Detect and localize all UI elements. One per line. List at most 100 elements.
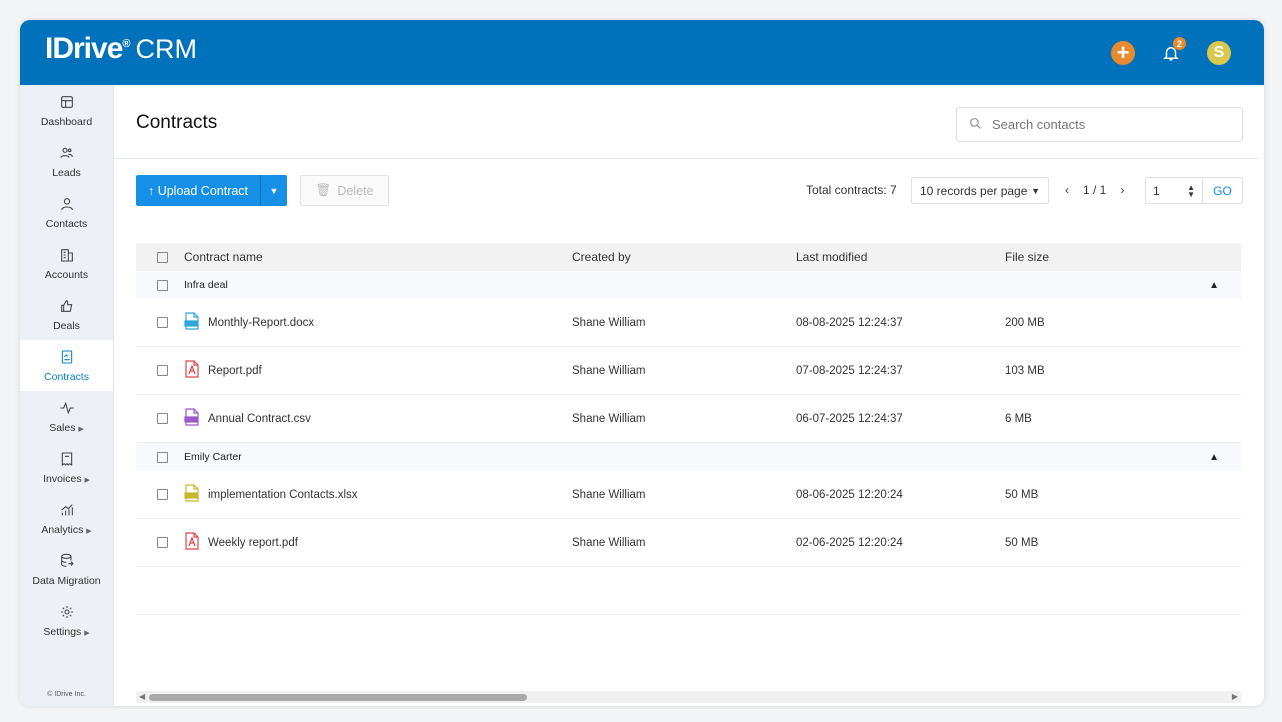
sidebar-item-dashboard[interactable]: Dashboard bbox=[20, 85, 113, 136]
thumbs-up-icon bbox=[59, 298, 75, 317]
search-box[interactable] bbox=[956, 107, 1243, 142]
sidebar-item-label: Contacts bbox=[45, 217, 88, 230]
column-header[interactable]: Last modified bbox=[796, 250, 868, 264]
row-checkbox[interactable] bbox=[157, 413, 168, 424]
doc-file-icon bbox=[184, 312, 200, 333]
sidebar-item-label: Contracts bbox=[44, 370, 89, 383]
pulse-icon bbox=[59, 400, 75, 419]
sidebar-item-label: Analytics ▶ bbox=[41, 523, 92, 536]
sidebar-item-label: Settings ▶ bbox=[43, 625, 90, 638]
logo[interactable]: IDrive® CRM bbox=[45, 32, 197, 65]
chevron-down-icon: ▼ bbox=[1031, 185, 1040, 196]
dashboard-icon bbox=[59, 94, 75, 113]
sidebar-item-sales[interactable]: Sales ▶ bbox=[20, 391, 113, 442]
group-row: Emily Carter ▲ bbox=[136, 443, 1241, 471]
column-header[interactable]: Contract name bbox=[184, 250, 263, 264]
sidebar-item-label: Data Migration bbox=[32, 574, 101, 587]
sidebar-item-label: Sales ▶ bbox=[49, 421, 84, 434]
prev-page-icon[interactable]: ‹ bbox=[1065, 183, 1069, 197]
accounts-icon bbox=[59, 247, 75, 266]
row-checkbox[interactable] bbox=[157, 537, 168, 548]
xls-file-icon bbox=[184, 484, 200, 505]
gear-icon bbox=[59, 604, 75, 623]
csv-file-icon bbox=[184, 408, 200, 429]
table-row[interactable]: Monthly-Report.docx Shane William 08-08-2… bbox=[136, 299, 1241, 347]
row-checkbox[interactable] bbox=[157, 317, 168, 328]
sidebar-item-contracts[interactable]: Contracts bbox=[20, 340, 113, 391]
sidebar: Dashboard Leads Contacts Accounts Deals Contr… bbox=[20, 85, 114, 706]
sidebar-item-leads[interactable]: Leads bbox=[20, 136, 113, 187]
sidebar-item-label: Accounts bbox=[44, 268, 89, 281]
stepper-icon: ▲ ▼ bbox=[1187, 182, 1195, 199]
collapse-caret-icon[interactable]: ▲ bbox=[1209, 451, 1219, 463]
leads-icon bbox=[59, 145, 75, 164]
caret-right-icon: ▶ bbox=[84, 476, 90, 484]
trash-icon: 🗑 bbox=[315, 183, 332, 197]
table-row[interactable]: Annual Contract.csv Shane William 06-07-2… bbox=[136, 395, 1241, 443]
pdf-file-icon bbox=[184, 360, 200, 381]
search-icon bbox=[969, 117, 982, 133]
analytics-icon bbox=[59, 502, 75, 521]
top-bar: IDrive® CRM + 2 S bbox=[20, 20, 1264, 85]
notification-bell-icon[interactable]: 2 bbox=[1159, 37, 1186, 65]
upload-dropdown-button[interactable]: ▼ bbox=[269, 185, 279, 196]
column-header[interactable]: File size bbox=[1005, 250, 1050, 264]
table-row[interactable]: Report.pdf Shane William 07-08-2025 12:24… bbox=[136, 347, 1241, 395]
upload-contract-button[interactable]: ↑ Upload Contract bbox=[136, 175, 261, 206]
go-button[interactable]: GO bbox=[1213, 183, 1232, 198]
goto-page: 1 ▲ ▼ GO bbox=[1145, 177, 1243, 204]
table-row[interactable]: implementation Contacts.xlsx Shane Willi… bbox=[136, 471, 1241, 519]
contracts-icon bbox=[59, 349, 75, 368]
empty-row bbox=[136, 567, 1241, 615]
sidebar-item-invoices[interactable]: Invoices ▶ bbox=[20, 442, 113, 493]
row-checkbox[interactable] bbox=[157, 489, 168, 500]
sidebar-item-label: Leads bbox=[52, 166, 81, 179]
sidebar-item-data-migration[interactable]: Data Migration bbox=[20, 544, 113, 595]
group-checkbox[interactable] bbox=[157, 451, 168, 463]
total-contracts: Total contracts: 7 bbox=[806, 183, 897, 197]
app-window: IDrive® CRM + 2 S Dashboard Leads Contacts A… bbox=[20, 20, 1264, 706]
avatar[interactable]: S bbox=[1207, 41, 1231, 65]
sidebar-item-contacts[interactable]: Contacts bbox=[20, 187, 113, 238]
next-page-icon[interactable]: › bbox=[1120, 183, 1125, 197]
group-checkbox[interactable] bbox=[157, 279, 168, 291]
database-icon bbox=[59, 553, 75, 572]
contract-name-link[interactable]: Monthly-Report.docx bbox=[208, 316, 315, 329]
contract-name-link[interactable]: Annual Contract.csv bbox=[208, 412, 311, 425]
sidebar-item-deals[interactable]: Deals bbox=[20, 289, 113, 340]
sidebar-item-settings[interactable]: Settings ▶ bbox=[20, 595, 113, 646]
select-all-checkbox[interactable] bbox=[157, 251, 168, 263]
contracts-table: Contract name Created by Last modified File… bbox=[136, 243, 1241, 615]
contacts-icon bbox=[59, 196, 75, 215]
delete-button[interactable]: 🗑 Delete bbox=[300, 175, 389, 206]
sidebar-item-label: Invoices ▶ bbox=[43, 472, 90, 485]
horizontal-scrollbar[interactable]: ◀ ▶ bbox=[136, 691, 1241, 703]
table-header: Contract name Created by Last modified File… bbox=[136, 243, 1241, 271]
sidebar-item-analytics[interactable]: Analytics ▶ bbox=[20, 493, 113, 544]
divider bbox=[115, 158, 1259, 159]
main-content: Contracts ↑ Upload Contract ▼ 🗑Delete To… bbox=[115, 85, 1264, 706]
invoice-icon bbox=[59, 451, 75, 470]
pagination: ‹ 1 / 1 › bbox=[1065, 183, 1125, 197]
copyright: © IDrive Inc. bbox=[47, 691, 86, 698]
contract-name-link[interactable]: implementation Contacts.xlsx bbox=[208, 488, 358, 501]
table-row[interactable]: Weekly report.pdf Shane William 02-06-202… bbox=[136, 519, 1241, 567]
caret-right-icon: ▶ bbox=[78, 425, 84, 433]
caret-right-icon: ▶ bbox=[86, 527, 92, 535]
contract-name-link[interactable]: Report.pdf bbox=[208, 364, 262, 377]
records-per-page-select[interactable]: 10 records per page ▼ bbox=[911, 177, 1049, 204]
page-number-input[interactable]: 1 ▲ ▼ bbox=[1146, 178, 1203, 203]
upload-contract-button-group: ↑ Upload Contract ▼ bbox=[136, 175, 287, 206]
collapse-caret-icon[interactable]: ▲ bbox=[1209, 279, 1219, 291]
contract-name-link[interactable]: Weekly report.pdf bbox=[208, 536, 298, 549]
row-checkbox[interactable] bbox=[157, 365, 168, 376]
scrollbar-thumb[interactable] bbox=[149, 694, 527, 701]
sidebar-item-label: Deals bbox=[53, 319, 80, 332]
pdf-file-icon bbox=[184, 532, 200, 553]
sidebar-item-accounts[interactable]: Accounts bbox=[20, 238, 113, 289]
search-input[interactable] bbox=[992, 117, 1222, 132]
sidebar-item-label: Dashboard bbox=[40, 115, 93, 128]
column-header[interactable]: Created by bbox=[572, 250, 631, 264]
arrow-up-icon: ↑ bbox=[147, 183, 158, 198]
add-icon[interactable]: + bbox=[1111, 40, 1135, 65]
